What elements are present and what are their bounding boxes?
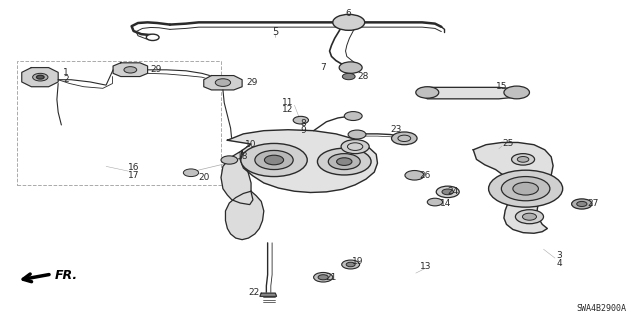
Text: 27: 27 — [587, 199, 598, 208]
Text: 2: 2 — [63, 75, 69, 84]
Text: 3: 3 — [556, 251, 562, 260]
Text: 10: 10 — [244, 140, 256, 148]
Circle shape — [346, 262, 355, 267]
Circle shape — [513, 182, 538, 195]
Circle shape — [501, 177, 550, 201]
Circle shape — [124, 67, 137, 73]
Polygon shape — [260, 293, 276, 296]
Text: FR.: FR. — [55, 269, 78, 282]
Circle shape — [333, 14, 365, 30]
Text: 12: 12 — [282, 105, 293, 114]
Polygon shape — [225, 191, 264, 240]
Circle shape — [344, 112, 362, 121]
Circle shape — [264, 155, 284, 165]
Text: 20: 20 — [198, 173, 210, 182]
Circle shape — [342, 260, 360, 269]
Circle shape — [339, 62, 362, 73]
Circle shape — [328, 154, 360, 170]
Text: 17: 17 — [129, 171, 140, 180]
Text: 4: 4 — [556, 259, 562, 268]
Circle shape — [337, 158, 352, 165]
Circle shape — [517, 156, 529, 162]
Polygon shape — [421, 87, 524, 99]
Circle shape — [577, 201, 587, 206]
Circle shape — [241, 143, 307, 177]
Polygon shape — [204, 76, 242, 90]
Text: 5: 5 — [272, 27, 278, 37]
Text: 22: 22 — [248, 288, 259, 297]
Circle shape — [436, 186, 460, 197]
Circle shape — [33, 73, 48, 81]
Text: 15: 15 — [495, 82, 507, 91]
Text: SWA4B2900A: SWA4B2900A — [577, 304, 627, 313]
Circle shape — [348, 130, 366, 139]
Circle shape — [416, 87, 439, 98]
Circle shape — [314, 272, 333, 282]
Circle shape — [515, 210, 543, 224]
Text: 8: 8 — [300, 119, 306, 128]
Text: 29: 29 — [246, 78, 257, 87]
Text: 29: 29 — [151, 65, 162, 74]
Circle shape — [504, 86, 529, 99]
Circle shape — [405, 171, 424, 180]
Text: 28: 28 — [357, 72, 369, 81]
Circle shape — [183, 169, 198, 177]
Circle shape — [293, 116, 308, 124]
Text: 25: 25 — [502, 139, 513, 148]
Text: 24: 24 — [448, 188, 459, 196]
Text: 23: 23 — [390, 125, 402, 134]
Polygon shape — [113, 63, 148, 76]
Circle shape — [522, 213, 536, 220]
Circle shape — [215, 79, 230, 86]
Text: 21: 21 — [325, 273, 337, 282]
Polygon shape — [473, 142, 553, 233]
Circle shape — [442, 189, 454, 195]
Text: 11: 11 — [282, 98, 293, 107]
Text: 13: 13 — [420, 262, 431, 271]
Circle shape — [511, 154, 534, 165]
Text: 16: 16 — [129, 164, 140, 172]
Circle shape — [147, 34, 159, 41]
Text: 19: 19 — [352, 258, 364, 267]
Circle shape — [318, 275, 328, 280]
Text: 18: 18 — [237, 152, 248, 161]
Circle shape — [36, 75, 44, 79]
Circle shape — [221, 156, 237, 164]
Circle shape — [428, 198, 443, 206]
Circle shape — [488, 170, 563, 207]
Text: 6: 6 — [346, 9, 351, 18]
Text: 9: 9 — [300, 126, 306, 135]
Text: 14: 14 — [440, 199, 451, 208]
Circle shape — [255, 150, 293, 170]
Polygon shape — [221, 150, 253, 204]
Text: 26: 26 — [419, 171, 430, 180]
Circle shape — [317, 148, 371, 175]
Text: 7: 7 — [321, 63, 326, 72]
Circle shape — [341, 140, 369, 154]
Circle shape — [392, 132, 417, 145]
Polygon shape — [22, 68, 58, 87]
Circle shape — [342, 73, 355, 80]
Polygon shape — [227, 130, 378, 193]
Bar — [17, 61, 221, 186]
Circle shape — [572, 199, 592, 209]
Text: 1: 1 — [63, 68, 69, 77]
